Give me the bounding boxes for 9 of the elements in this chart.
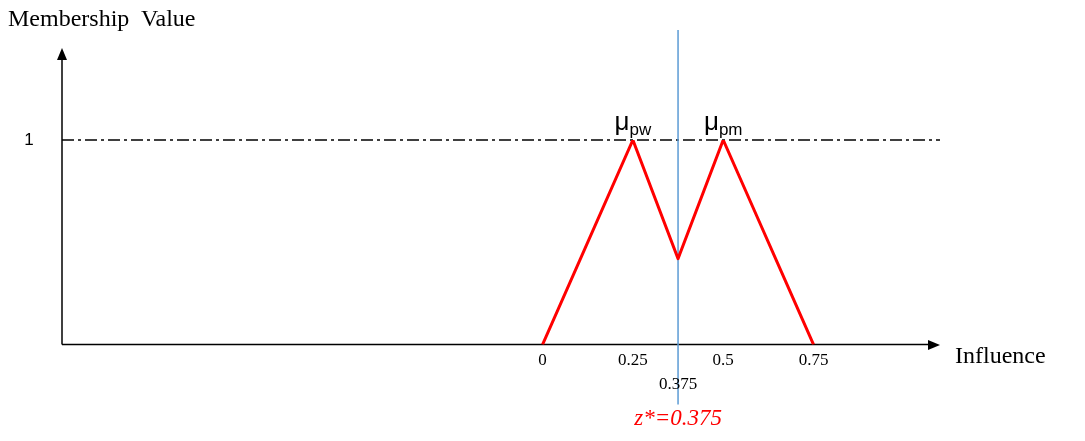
x-tick-label: 0 xyxy=(538,350,547,370)
x-tick-label: 0.25 xyxy=(618,350,648,370)
text: z*=0.375 xyxy=(633,404,722,430)
x-tick-label: 0.75 xyxy=(798,350,829,370)
x-tick-label: 0.5 xyxy=(712,350,734,370)
y-axis-title: Membership Value xyxy=(8,5,196,31)
ref-line-label: 1 xyxy=(24,129,34,149)
ref-line-label: 0.375 xyxy=(658,374,698,394)
x-axis-title: Influence xyxy=(955,342,1046,368)
